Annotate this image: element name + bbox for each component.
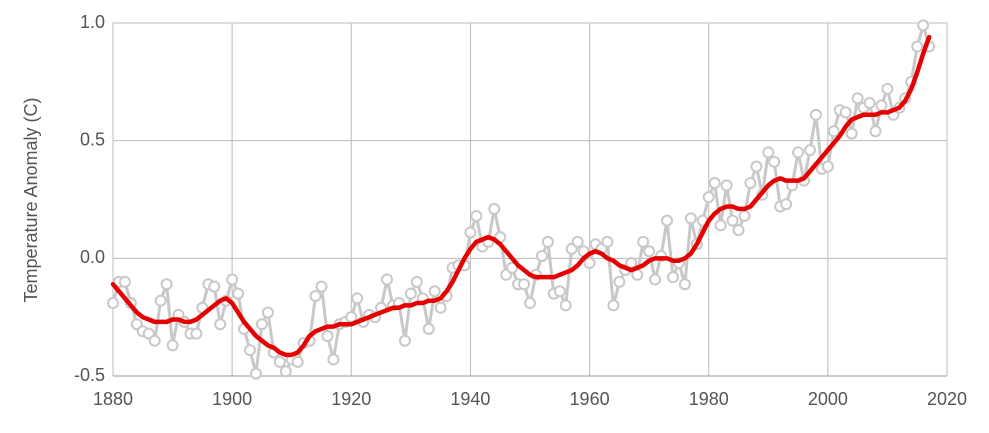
data-point bbox=[768, 155, 781, 168]
data-point bbox=[327, 353, 340, 366]
data-point bbox=[464, 226, 477, 239]
x-tick-label: 2020 bbox=[927, 389, 967, 409]
data-point bbox=[720, 179, 733, 192]
data-point bbox=[255, 318, 268, 331]
data-point bbox=[845, 127, 858, 140]
data-point bbox=[541, 235, 554, 248]
x-tick-label: 1880 bbox=[93, 389, 133, 409]
data-point bbox=[261, 306, 274, 319]
y-tick-label: 0.5 bbox=[80, 129, 105, 149]
data-point bbox=[398, 334, 411, 347]
data-point bbox=[488, 202, 501, 215]
data-point bbox=[863, 97, 876, 110]
x-tick-label: 1960 bbox=[570, 389, 610, 409]
data-point bbox=[428, 285, 441, 298]
data-point bbox=[702, 191, 715, 204]
data-point bbox=[535, 249, 548, 262]
data-point bbox=[404, 287, 417, 300]
data-point bbox=[470, 209, 483, 222]
data-point bbox=[678, 278, 691, 291]
data-point bbox=[637, 235, 650, 248]
data-point bbox=[792, 146, 805, 159]
data-point bbox=[803, 144, 816, 157]
y-tick-label: 1.0 bbox=[80, 12, 105, 32]
data-point bbox=[684, 212, 697, 225]
x-tick-label: 1920 bbox=[331, 389, 371, 409]
data-point bbox=[166, 339, 179, 352]
data-point bbox=[869, 125, 882, 138]
data-point bbox=[309, 289, 322, 302]
data-point bbox=[315, 280, 328, 293]
data-point bbox=[809, 108, 822, 121]
data-point bbox=[208, 280, 221, 293]
x-tick-label: 1900 bbox=[212, 389, 252, 409]
data-point bbox=[714, 219, 727, 232]
data-point bbox=[190, 327, 203, 340]
data-point bbox=[827, 125, 840, 138]
data-point bbox=[524, 297, 536, 310]
data-point bbox=[583, 257, 596, 270]
data-point bbox=[732, 224, 745, 237]
x-tick-label: 1940 bbox=[450, 389, 490, 409]
data-point bbox=[107, 297, 119, 310]
data-point bbox=[726, 214, 739, 227]
data-point bbox=[744, 177, 757, 190]
data-point bbox=[422, 322, 435, 335]
data-point bbox=[851, 92, 864, 105]
data-point bbox=[708, 177, 721, 190]
data-point bbox=[506, 261, 519, 274]
data-point bbox=[321, 329, 334, 342]
data-point bbox=[917, 19, 930, 32]
data-point bbox=[821, 160, 834, 173]
data-point bbox=[279, 365, 292, 378]
data-point bbox=[750, 160, 763, 173]
data-point bbox=[666, 271, 679, 284]
data-point bbox=[244, 344, 257, 357]
data-point bbox=[518, 278, 531, 291]
data-point bbox=[559, 299, 572, 312]
data-point bbox=[154, 294, 167, 307]
data-point bbox=[738, 209, 751, 222]
data-point bbox=[780, 198, 793, 211]
data-point bbox=[160, 278, 173, 291]
data-point bbox=[381, 273, 394, 286]
data-point bbox=[607, 299, 620, 312]
data-point bbox=[553, 285, 566, 298]
data-point bbox=[148, 334, 161, 347]
annual-line bbox=[111, 23, 931, 376]
x-tick-label: 1980 bbox=[689, 389, 729, 409]
data-point bbox=[214, 318, 227, 331]
data-point bbox=[839, 106, 852, 119]
data-point bbox=[249, 367, 262, 380]
data-point bbox=[434, 301, 447, 314]
data-point bbox=[881, 82, 894, 95]
data-point bbox=[571, 235, 584, 248]
data-point bbox=[118, 275, 131, 288]
data-point bbox=[273, 355, 286, 368]
data-point bbox=[410, 275, 423, 288]
data-point bbox=[911, 40, 924, 53]
smoothed-line bbox=[110, 34, 932, 358]
data-point bbox=[649, 273, 662, 286]
data-point bbox=[762, 146, 775, 159]
x-tick-label: 2000 bbox=[808, 389, 848, 409]
y-axis-label: Temperature Anomaly (C) bbox=[21, 97, 41, 302]
data-point bbox=[351, 292, 364, 305]
data-point bbox=[232, 287, 245, 300]
data-point bbox=[226, 273, 239, 286]
data-point bbox=[875, 99, 888, 112]
data-point bbox=[613, 275, 626, 288]
data-point bbox=[661, 214, 674, 227]
y-tick-label: -0.5 bbox=[74, 365, 105, 385]
y-tick-label: 0.0 bbox=[80, 247, 105, 267]
data-point bbox=[643, 245, 656, 258]
data-point bbox=[291, 355, 304, 368]
data-point bbox=[601, 235, 614, 248]
